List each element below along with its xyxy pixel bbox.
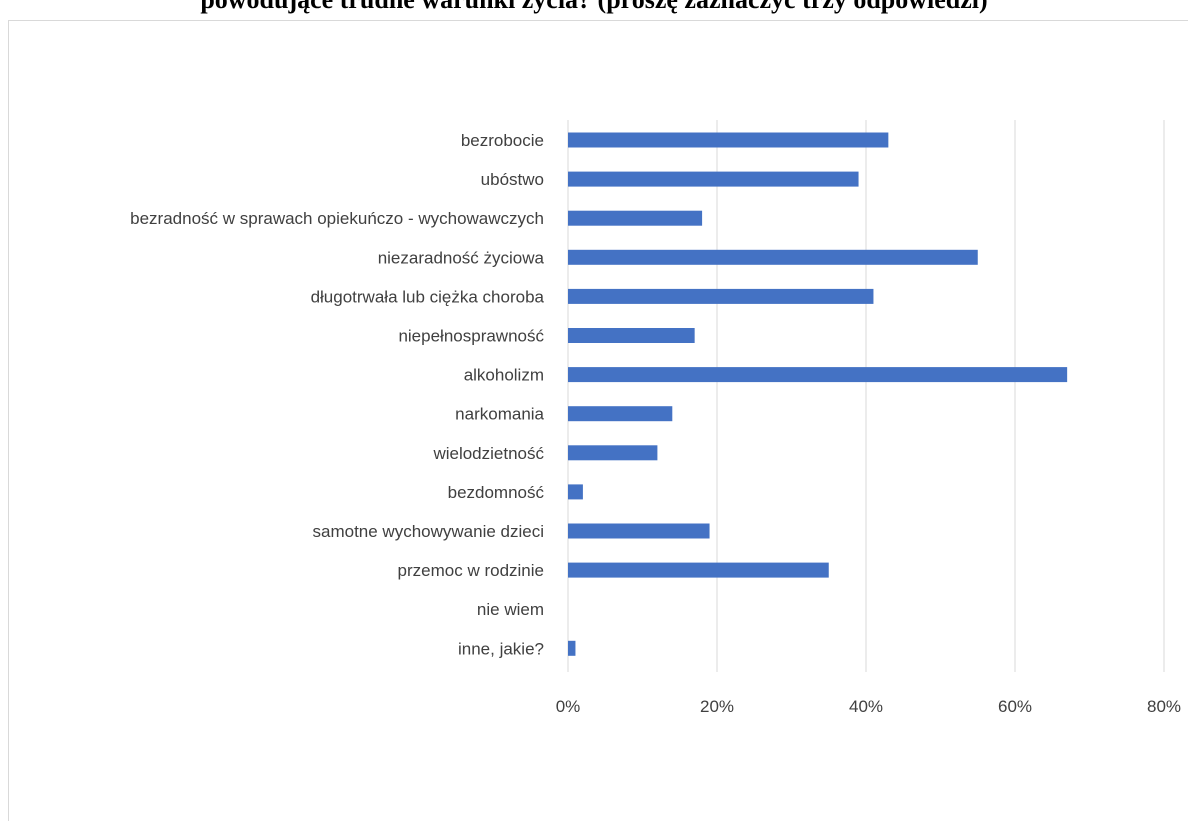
bar (568, 406, 673, 422)
bar (568, 523, 710, 539)
x-tick-label: 0% (556, 697, 581, 716)
chart-title: powodujące trudne warunki życia? (proszę… (0, 0, 1188, 18)
category-label: długotrwała lub ciężka choroba (311, 287, 545, 306)
category-label: bezdomność (448, 483, 545, 502)
bar (568, 171, 859, 187)
bar (568, 484, 583, 500)
x-tick-label: 80% (1147, 697, 1181, 716)
category-label: inne, jakie? (458, 639, 544, 658)
category-label: wielodzietność (432, 444, 544, 463)
x-tick-label: 60% (998, 697, 1032, 716)
bar (568, 562, 829, 578)
category-label: samotne wychowywanie dzieci (313, 522, 545, 541)
bar (568, 249, 978, 265)
category-label: niepełnosprawność (398, 327, 544, 346)
category-labels: bezrobocie ubóstwo bezradność w sprawach o… (130, 131, 544, 658)
category-label: narkomania (455, 405, 544, 424)
bar (568, 445, 658, 461)
category-label: bezradność w sprawach opiekuńczo - wycho… (130, 209, 544, 228)
category-label: alkoholizm (464, 366, 544, 385)
x-tick-labels: 0% 20% 40% 60% 80% (556, 697, 1181, 716)
category-label: ubóstwo (481, 170, 544, 189)
x-tick-label: 40% (849, 697, 883, 716)
bars (568, 132, 1068, 656)
category-label: bezrobocie (461, 131, 544, 150)
bar (568, 210, 703, 226)
category-label: niezaradność życiowa (378, 248, 545, 267)
bar (568, 640, 576, 656)
category-label: przemoc w rodzinie (398, 561, 544, 580)
gridlines (567, 120, 1165, 672)
category-label: nie wiem (477, 600, 544, 619)
bar (568, 288, 874, 304)
x-tick-label: 20% (700, 697, 734, 716)
bar (568, 328, 695, 343)
chart-frame (8, 20, 1188, 821)
bar (568, 132, 889, 148)
bar (568, 367, 1068, 383)
bar-chart: bezrobocie ubóstwo bezradność w sprawach o… (130, 120, 1181, 716)
